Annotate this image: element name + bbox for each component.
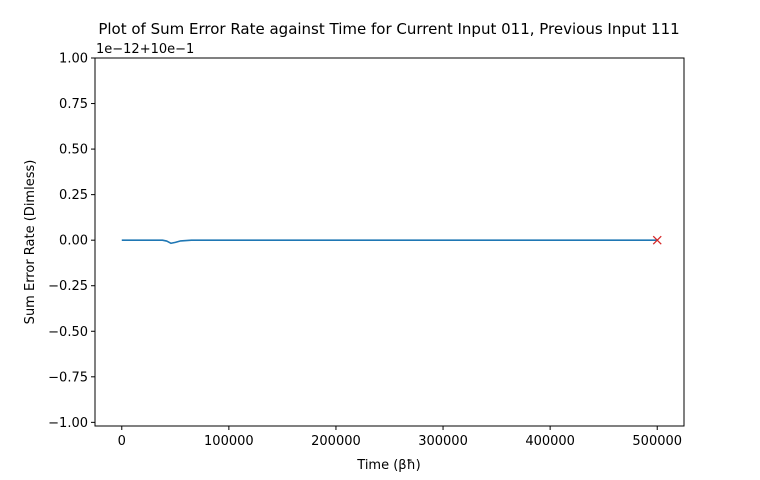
y-tick-label: 0.25 xyxy=(59,188,88,203)
y-tick-label: −0.25 xyxy=(48,279,88,294)
axis-offset-label: 1e−12+10e−1 xyxy=(96,42,194,57)
y-axis: −1.00 −0.75 −0.50 −0.25 0.00 0.25 0.50 0.75 1.00 xyxy=(48,52,95,431)
axes-frame xyxy=(94,57,685,427)
plot-area xyxy=(121,235,662,245)
x-axis: 0 100000 200000 300000 400000 500000 xyxy=(118,426,682,449)
x-tick-label: 500000 xyxy=(632,434,682,449)
y-tick-label: 0.50 xyxy=(59,143,88,158)
y-axis-title: Sum Error Rate (Dimless) xyxy=(23,160,38,325)
series-line xyxy=(121,239,658,245)
y-tick-label: −0.50 xyxy=(48,325,88,340)
x-tick-label: 300000 xyxy=(418,434,468,449)
y-tick-label: −1.00 xyxy=(48,416,88,431)
x-tick-label: 200000 xyxy=(311,434,361,449)
y-tick-label: −0.75 xyxy=(48,370,88,385)
end-point-marker xyxy=(652,235,662,245)
x-tick-label: 100000 xyxy=(204,434,254,449)
x-axis-title: Time (βħ) xyxy=(356,458,420,473)
y-tick-label: 1.00 xyxy=(59,52,88,67)
y-tick-label: 0.75 xyxy=(59,97,88,112)
y-tick-label: 0.00 xyxy=(59,234,88,249)
x-tick-label: 0 xyxy=(118,434,126,449)
x-tick-label: 400000 xyxy=(525,434,575,449)
marker-stroke xyxy=(652,235,662,245)
chart-title: Plot of Sum Error Rate against Time for … xyxy=(98,20,679,38)
